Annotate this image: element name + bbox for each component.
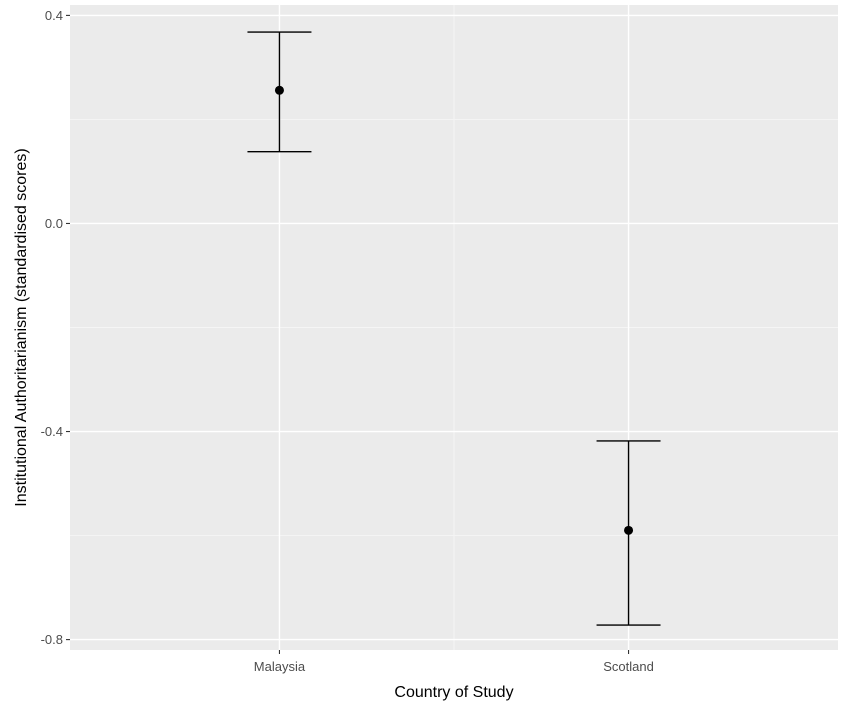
x-axis: Malaysia Scotland xyxy=(254,650,654,674)
y-axis-title: Institutional Authoritarianism (standard… xyxy=(13,148,30,506)
x-axis-title: Country of Study xyxy=(394,684,513,701)
y-tick-label: 0.0 xyxy=(45,216,63,231)
y-tick-label: -0.8 xyxy=(41,632,63,647)
y-axis: -0.8 -0.4 0.0 0.4 xyxy=(41,8,70,647)
data-point xyxy=(624,526,633,535)
data-point xyxy=(275,86,284,95)
x-tick-label: Malaysia xyxy=(254,659,306,674)
y-tick-label: 0.4 xyxy=(45,8,63,23)
x-tick-label: Scotland xyxy=(603,659,654,674)
y-tick-label: -0.4 xyxy=(41,424,63,439)
